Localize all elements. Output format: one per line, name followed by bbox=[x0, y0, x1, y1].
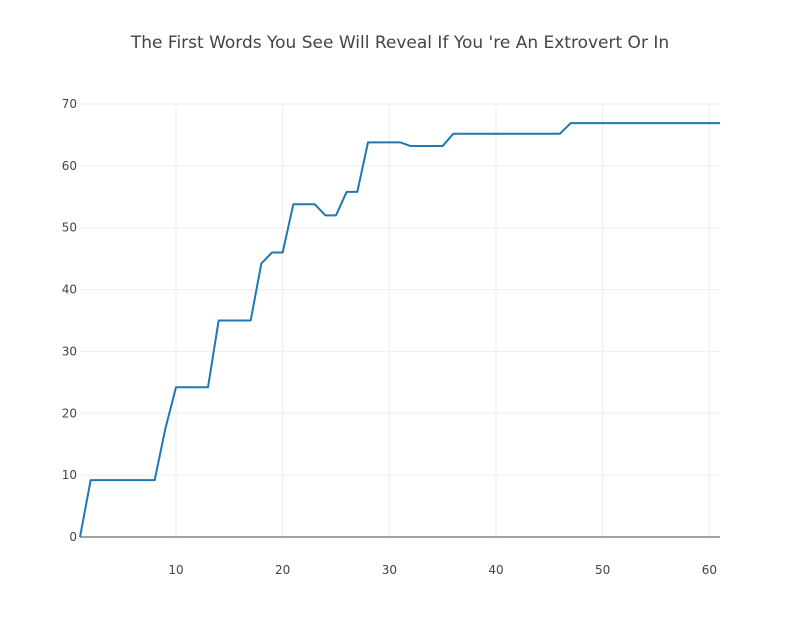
y-tick-label: 20 bbox=[62, 406, 77, 420]
y-tick-label: 60 bbox=[62, 159, 77, 173]
grid-layer bbox=[80, 103, 720, 537]
x-tick-label: 10 bbox=[168, 563, 183, 577]
series-line bbox=[79, 122, 720, 538]
x-tick-label: 30 bbox=[382, 563, 397, 577]
y-tick-label: 70 bbox=[62, 97, 77, 111]
y-tick-label: 40 bbox=[62, 283, 77, 297]
x-tick-label: 60 bbox=[702, 563, 717, 577]
chart-title: The First Words You See Will Reveal If Y… bbox=[130, 33, 670, 53]
y-tick-label: 30 bbox=[62, 344, 77, 358]
y-tick-label: 10 bbox=[62, 468, 77, 482]
y-tick-label: 50 bbox=[62, 221, 77, 235]
x-tick-label: 40 bbox=[488, 563, 503, 577]
series-layer bbox=[79, 122, 720, 538]
x-tick-label: 20 bbox=[275, 563, 290, 577]
x-tick-label: 50 bbox=[595, 563, 610, 577]
y-tick-label: 0 bbox=[69, 530, 77, 544]
axis-layer: 10 20 30 40 50 60 0 10 20 30 40 50 60 70 bbox=[62, 97, 720, 577]
